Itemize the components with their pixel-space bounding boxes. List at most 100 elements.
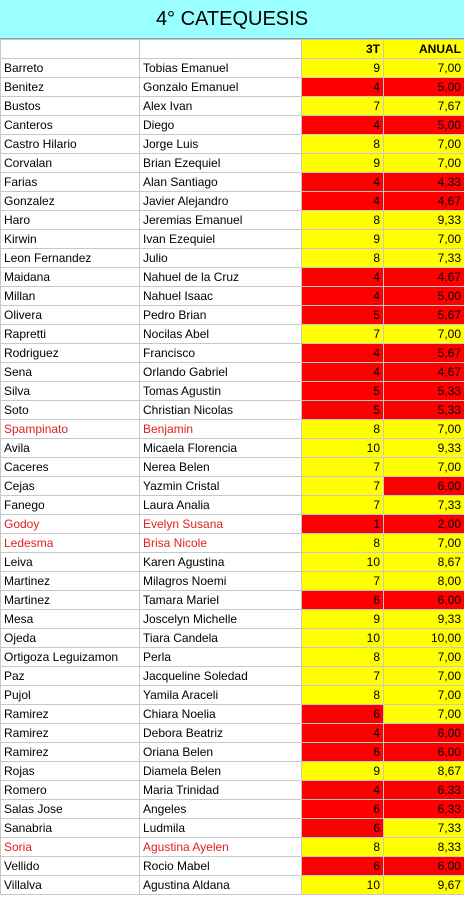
grade-3t-cell[interactable]: 4 bbox=[301, 362, 384, 382]
header-name[interactable] bbox=[139, 39, 302, 59]
grade-3t-cell[interactable]: 8 bbox=[301, 210, 384, 230]
surname-cell[interactable]: Pujol bbox=[0, 685, 140, 705]
grade-anual-cell[interactable]: 8,67 bbox=[383, 552, 464, 572]
name-cell[interactable]: Diamela Belen bbox=[139, 761, 302, 781]
surname-cell[interactable]: Corvalan bbox=[0, 153, 140, 173]
grade-anual-cell[interactable]: 7,00 bbox=[383, 324, 464, 344]
grade-3t-cell[interactable]: 7 bbox=[301, 457, 384, 477]
grade-3t-cell[interactable]: 8 bbox=[301, 685, 384, 705]
grade-3t-cell[interactable]: 1 bbox=[301, 514, 384, 534]
grade-3t-cell[interactable]: 4 bbox=[301, 343, 384, 363]
grade-anual-cell[interactable]: 5,33 bbox=[383, 381, 464, 401]
grade-anual-cell[interactable]: 9,67 bbox=[383, 875, 464, 895]
name-cell[interactable]: Nerea Belen bbox=[139, 457, 302, 477]
grade-anual-cell[interactable]: 6,00 bbox=[383, 476, 464, 496]
grade-3t-cell[interactable]: 4 bbox=[301, 267, 384, 287]
name-cell[interactable]: Milagros Noemi bbox=[139, 571, 302, 591]
name-cell[interactable]: Micaela Florencia bbox=[139, 438, 302, 458]
grade-3t-cell[interactable]: 4 bbox=[301, 191, 384, 211]
header-anual[interactable]: ANUAL bbox=[383, 39, 464, 59]
name-cell[interactable]: Jacqueline Soledad bbox=[139, 666, 302, 686]
surname-cell[interactable]: Sena bbox=[0, 362, 140, 382]
name-cell[interactable]: Nocilas Abel bbox=[139, 324, 302, 344]
name-cell[interactable]: Tomas Agustin bbox=[139, 381, 302, 401]
surname-cell[interactable]: Romero bbox=[0, 780, 140, 800]
surname-cell[interactable]: Rapretti bbox=[0, 324, 140, 344]
surname-cell[interactable]: Bustos bbox=[0, 96, 140, 116]
surname-cell[interactable]: Millan bbox=[0, 286, 140, 306]
grade-3t-cell[interactable]: 8 bbox=[301, 419, 384, 439]
surname-cell[interactable]: Soto bbox=[0, 400, 140, 420]
name-cell[interactable]: Julio bbox=[139, 248, 302, 268]
surname-cell[interactable]: Rojas bbox=[0, 761, 140, 781]
grade-3t-cell[interactable]: 4 bbox=[301, 115, 384, 135]
name-cell[interactable]: Alan Santiago bbox=[139, 172, 302, 192]
surname-cell[interactable]: Benitez bbox=[0, 77, 140, 97]
grade-anual-cell[interactable]: 6,00 bbox=[383, 723, 464, 743]
surname-cell[interactable]: Soria bbox=[0, 837, 140, 857]
surname-cell[interactable]: Avila bbox=[0, 438, 140, 458]
surname-cell[interactable]: Castro Hilario bbox=[0, 134, 140, 154]
name-cell[interactable]: Ivan Ezequiel bbox=[139, 229, 302, 249]
grade-3t-cell[interactable]: 8 bbox=[301, 533, 384, 553]
surname-cell[interactable]: Sanabria bbox=[0, 818, 140, 838]
grade-anual-cell[interactable]: 9,33 bbox=[383, 438, 464, 458]
grade-anual-cell[interactable]: 10,00 bbox=[383, 628, 464, 648]
grade-anual-cell[interactable]: 6,00 bbox=[383, 742, 464, 762]
name-cell[interactable]: Brisa Nicole bbox=[139, 533, 302, 553]
grade-anual-cell[interactable]: 9,33 bbox=[383, 210, 464, 230]
grade-anual-cell[interactable]: 7,00 bbox=[383, 457, 464, 477]
grade-anual-cell[interactable]: 7,00 bbox=[383, 647, 464, 667]
surname-cell[interactable]: Silva bbox=[0, 381, 140, 401]
name-cell[interactable]: Debora Beatriz bbox=[139, 723, 302, 743]
grade-anual-cell[interactable]: 6,00 bbox=[383, 590, 464, 610]
grade-3t-cell[interactable]: 6 bbox=[301, 799, 384, 819]
grade-anual-cell[interactable]: 5,00 bbox=[383, 286, 464, 306]
grade-anual-cell[interactable]: 8,67 bbox=[383, 761, 464, 781]
name-cell[interactable]: Maria Trinidad bbox=[139, 780, 302, 800]
grade-3t-cell[interactable]: 7 bbox=[301, 476, 384, 496]
name-cell[interactable]: Chiara Noelia bbox=[139, 704, 302, 724]
grade-anual-cell[interactable]: 9,33 bbox=[383, 609, 464, 629]
grade-3t-cell[interactable]: 4 bbox=[301, 780, 384, 800]
grade-anual-cell[interactable]: 7,00 bbox=[383, 666, 464, 686]
surname-cell[interactable]: Martinez bbox=[0, 571, 140, 591]
grade-anual-cell[interactable]: 7,00 bbox=[383, 533, 464, 553]
grade-3t-cell[interactable]: 5 bbox=[301, 305, 384, 325]
grade-anual-cell[interactable]: 2,00 bbox=[383, 514, 464, 534]
grade-anual-cell[interactable]: 7,67 bbox=[383, 96, 464, 116]
surname-cell[interactable]: Ramirez bbox=[0, 723, 140, 743]
grade-anual-cell[interactable]: 8,00 bbox=[383, 571, 464, 591]
surname-cell[interactable]: Ramirez bbox=[0, 742, 140, 762]
name-cell[interactable]: Evelyn Susana bbox=[139, 514, 302, 534]
name-cell[interactable]: Karen Agustina bbox=[139, 552, 302, 572]
grade-3t-cell[interactable]: 8 bbox=[301, 134, 384, 154]
grade-anual-cell[interactable]: 6,33 bbox=[383, 780, 464, 800]
grade-anual-cell[interactable]: 7,00 bbox=[383, 685, 464, 705]
surname-cell[interactable]: Vellido bbox=[0, 856, 140, 876]
surname-cell[interactable]: Farias bbox=[0, 172, 140, 192]
grade-3t-cell[interactable]: 8 bbox=[301, 647, 384, 667]
surname-cell[interactable]: Gonzalez bbox=[0, 191, 140, 211]
grade-anual-cell[interactable]: 5,00 bbox=[383, 115, 464, 135]
name-cell[interactable]: Nahuel de la Cruz bbox=[139, 267, 302, 287]
surname-cell[interactable]: Olivera bbox=[0, 305, 140, 325]
surname-cell[interactable]: Barreto bbox=[0, 58, 140, 78]
grade-3t-cell[interactable]: 10 bbox=[301, 628, 384, 648]
surname-cell[interactable]: Ortigoza Leguizamon bbox=[0, 647, 140, 667]
surname-cell[interactable]: Godoy bbox=[0, 514, 140, 534]
grade-3t-cell[interactable]: 6 bbox=[301, 704, 384, 724]
name-cell[interactable]: Orlando Gabriel bbox=[139, 362, 302, 382]
name-cell[interactable]: Gonzalo Emanuel bbox=[139, 77, 302, 97]
grade-anual-cell[interactable]: 7,00 bbox=[383, 419, 464, 439]
grade-3t-cell[interactable]: 6 bbox=[301, 590, 384, 610]
grade-3t-cell[interactable]: 7 bbox=[301, 324, 384, 344]
header-surname[interactable] bbox=[0, 39, 140, 59]
grade-anual-cell[interactable]: 7,00 bbox=[383, 153, 464, 173]
grade-anual-cell[interactable]: 5,00 bbox=[383, 77, 464, 97]
grade-3t-cell[interactable]: 10 bbox=[301, 438, 384, 458]
name-cell[interactable]: Rocio Mabel bbox=[139, 856, 302, 876]
surname-cell[interactable]: Ledesma bbox=[0, 533, 140, 553]
grade-3t-cell[interactable]: 7 bbox=[301, 571, 384, 591]
grade-3t-cell[interactable]: 8 bbox=[301, 837, 384, 857]
